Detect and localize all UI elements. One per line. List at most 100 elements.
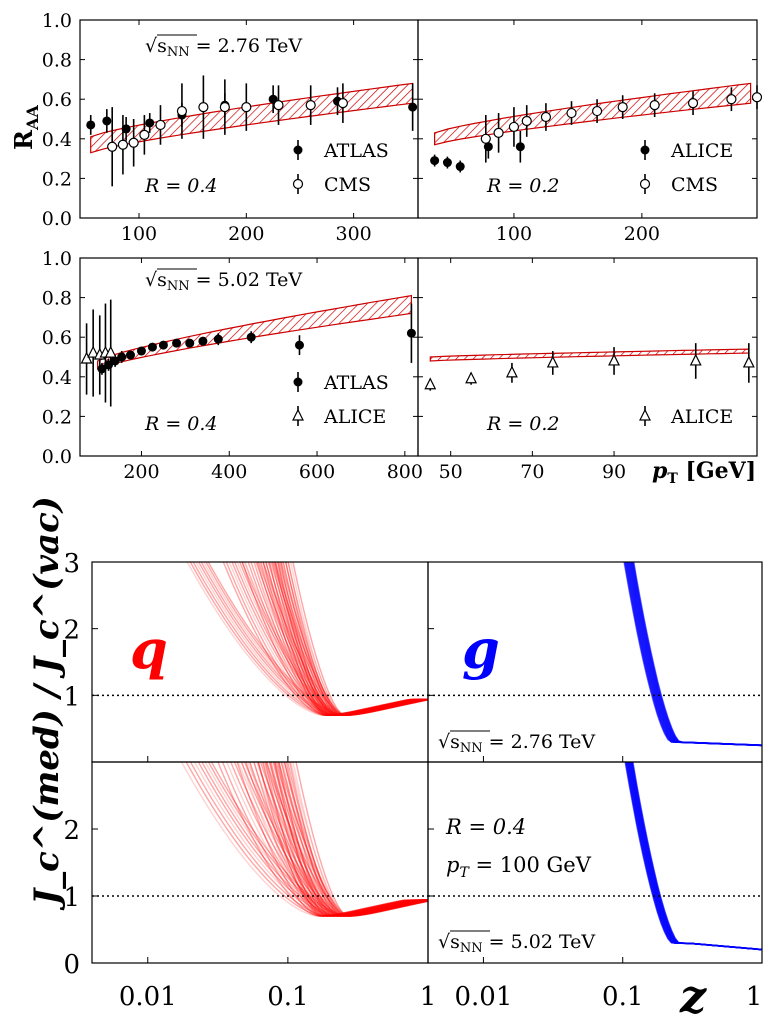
curve: [236, 562, 428, 717]
x-tick-label: 1: [420, 982, 437, 1012]
data-point-cms: [155, 119, 166, 131]
curve: [631, 762, 762, 951]
data-point-cms: [508, 121, 520, 133]
radius-label: R = 0.2: [486, 413, 560, 435]
legend-label: ALICE: [323, 406, 386, 428]
curve: [627, 762, 762, 951]
x-tick-label: 0.01: [454, 982, 512, 1012]
data-point-cms: [241, 102, 252, 113]
curve: [632, 562, 762, 746]
curve: [256, 762, 428, 917]
curve: [626, 562, 762, 747]
curve: [200, 562, 428, 716]
curve: [244, 562, 428, 717]
y-tick-label: 2: [63, 616, 80, 646]
curve: [630, 762, 762, 951]
curve: [233, 562, 428, 717]
raa-panels: 100 200 300 0.0 0.2 0.4 0.6 0.8 1.0 100 200 200 400 6…: [9, 10, 763, 487]
curve: [632, 562, 762, 746]
x-tick-label: 50: [439, 461, 463, 483]
curve: [632, 562, 762, 746]
data-point-cms: [480, 133, 491, 144]
data-point-alice: [608, 353, 621, 366]
curve: [289, 562, 428, 717]
curve: [249, 762, 428, 917]
curve: [248, 762, 428, 917]
curve: [632, 762, 762, 951]
x-tick-label: 800: [387, 461, 423, 483]
curve: [278, 762, 428, 917]
energy-label: √sNN = 5.02 TeV: [145, 269, 302, 294]
data-point-alice: [546, 355, 559, 368]
x-tick-label: 70: [520, 461, 544, 483]
quark-bottom: [180, 762, 428, 917]
y-tick-label: 0.0: [42, 208, 72, 230]
curve: [295, 762, 428, 917]
curve: [628, 562, 762, 746]
legend-marker: [293, 145, 303, 155]
curve: [222, 562, 428, 717]
curve: [276, 762, 428, 917]
curve: [262, 562, 428, 717]
y-tick-label: 0.4: [42, 367, 72, 389]
curve: [265, 562, 428, 717]
curve: [625, 762, 762, 951]
x-tick-label: 0.1: [602, 982, 643, 1012]
legend-label: ALICE: [670, 140, 733, 162]
energy-label: √sNN = 5.02 TeV: [438, 931, 595, 956]
data-point-cms: [107, 141, 118, 152]
data-point-atlas: [406, 328, 416, 338]
curve: [631, 762, 762, 951]
curve: [245, 762, 428, 917]
y-tick-label: 2: [63, 816, 80, 846]
curve: [250, 562, 428, 717]
data-point-atlas: [125, 350, 135, 360]
curve: [240, 762, 428, 917]
curve: [627, 562, 762, 746]
y-axis-label: RAA: [9, 105, 42, 150]
curve: [256, 562, 428, 717]
curve: [201, 762, 428, 917]
x-tick-label: 100: [121, 223, 157, 245]
curve: [271, 762, 428, 917]
data-point-cms: [591, 105, 603, 117]
x-axis-label: z: [679, 969, 707, 1023]
panel-top-left: 100 200 300 0.0 0.2 0.4 0.6 0.8 1.0: [42, 10, 419, 245]
data-point-cms: [117, 139, 129, 150]
curve: [221, 762, 428, 917]
radius-label: R = 0.2: [486, 175, 560, 197]
curve: [628, 762, 762, 951]
curve: [274, 562, 428, 717]
curve: [629, 762, 762, 951]
curve: [627, 762, 762, 951]
curve: [285, 762, 428, 917]
quark-top: [186, 562, 428, 717]
energy-label: √sNN = 2.76 TeV: [438, 731, 595, 756]
curve: [629, 562, 762, 746]
curve: [283, 762, 428, 917]
curve: [625, 762, 762, 951]
curve: [252, 762, 428, 917]
curve: [287, 562, 428, 717]
jet-function-panels: 1 2 3 0 1 2 0.01 0.01 0.1 0.1 1 1 q g √sNN = 2.76 TeV √…: [27, 496, 763, 1023]
curve: [627, 562, 762, 746]
curve: [270, 562, 428, 717]
data-point-alice: [430, 156, 440, 166]
curve: [633, 562, 762, 746]
data-point-atlas: [294, 340, 304, 350]
curve: [631, 762, 762, 951]
data-point-atlas: [198, 336, 208, 346]
curve: [625, 562, 762, 747]
curve: [631, 762, 762, 951]
curve: [180, 762, 428, 917]
curve: [623, 562, 762, 747]
curve: [627, 562, 762, 747]
data-point-cms: [198, 102, 209, 113]
data-point-alice: [689, 353, 702, 366]
curve: [274, 762, 428, 917]
curve: [197, 562, 428, 717]
curve: [240, 762, 428, 917]
curve: [238, 562, 428, 717]
x-tick-label: 100: [496, 223, 532, 245]
